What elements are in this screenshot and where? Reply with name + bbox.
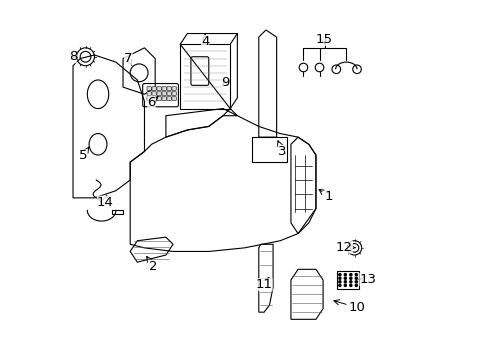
Circle shape — [344, 284, 346, 287]
FancyBboxPatch shape — [157, 92, 161, 95]
Text: 6: 6 — [147, 96, 158, 109]
FancyBboxPatch shape — [147, 92, 151, 95]
Circle shape — [344, 277, 346, 279]
Text: 13: 13 — [359, 273, 375, 286]
Circle shape — [354, 281, 357, 283]
Text: 12: 12 — [335, 240, 355, 254]
Circle shape — [338, 281, 340, 283]
Circle shape — [344, 274, 346, 276]
Text: 7: 7 — [124, 52, 132, 65]
FancyBboxPatch shape — [162, 97, 166, 100]
FancyBboxPatch shape — [172, 87, 176, 90]
Circle shape — [338, 274, 340, 276]
Circle shape — [344, 281, 346, 283]
FancyBboxPatch shape — [166, 92, 171, 95]
Text: 10: 10 — [333, 300, 365, 314]
Circle shape — [354, 277, 357, 279]
Text: 1: 1 — [319, 189, 332, 203]
Circle shape — [354, 274, 357, 276]
FancyBboxPatch shape — [166, 97, 171, 100]
Text: 3: 3 — [277, 141, 285, 158]
Text: 15: 15 — [315, 33, 332, 46]
Text: 4: 4 — [201, 35, 209, 48]
Text: 11: 11 — [255, 277, 272, 291]
FancyBboxPatch shape — [147, 87, 151, 90]
Circle shape — [338, 284, 340, 287]
Circle shape — [354, 284, 357, 287]
Text: 5: 5 — [79, 147, 89, 162]
Circle shape — [349, 281, 351, 283]
Circle shape — [349, 284, 351, 287]
Text: 2: 2 — [146, 256, 157, 273]
FancyBboxPatch shape — [152, 97, 156, 100]
Circle shape — [349, 274, 351, 276]
FancyBboxPatch shape — [162, 87, 166, 90]
Circle shape — [349, 277, 351, 279]
FancyBboxPatch shape — [147, 97, 151, 100]
FancyBboxPatch shape — [166, 87, 171, 90]
FancyBboxPatch shape — [172, 92, 176, 95]
FancyBboxPatch shape — [152, 87, 156, 90]
Text: 14: 14 — [97, 195, 113, 209]
Circle shape — [338, 277, 340, 279]
Text: 9: 9 — [220, 76, 228, 89]
FancyBboxPatch shape — [172, 97, 176, 100]
FancyBboxPatch shape — [157, 97, 161, 100]
Text: 8: 8 — [69, 50, 77, 63]
FancyBboxPatch shape — [157, 87, 161, 90]
FancyBboxPatch shape — [162, 92, 166, 95]
FancyBboxPatch shape — [152, 92, 156, 95]
